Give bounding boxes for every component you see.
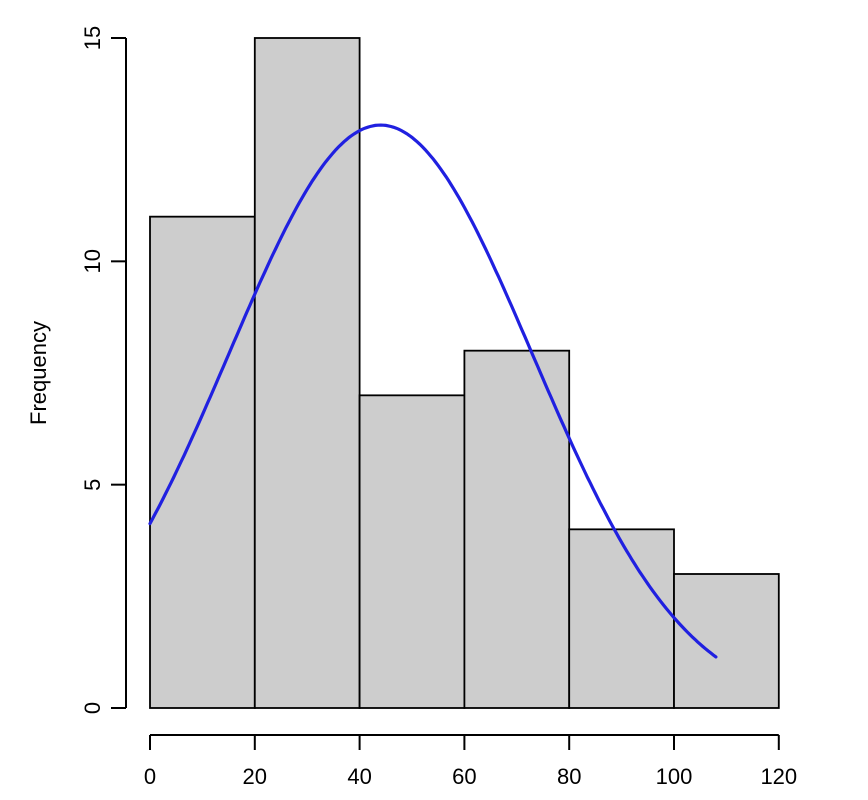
y-axis: 0 5 10 15 — [80, 26, 127, 714]
histogram-bar — [358, 394, 466, 709]
x-tick-label: 0 — [144, 764, 156, 789]
histogram-bar — [673, 573, 780, 709]
y-tick-label: 5 — [80, 479, 105, 491]
histogram-bar — [463, 349, 571, 709]
y-axis-title: Frequency — [26, 321, 51, 425]
y-tick-label: 10 — [80, 249, 105, 273]
x-tick-label: 100 — [656, 764, 693, 789]
x-tick-label: 60 — [452, 764, 476, 789]
x-tick-label: 80 — [557, 764, 581, 789]
histogram-bar — [568, 528, 675, 709]
histogram-bar — [149, 215, 256, 709]
x-axis: 0 20 40 60 80 100 120 — [144, 734, 797, 789]
bars-group — [149, 37, 780, 709]
y-tick-label: 0 — [80, 702, 105, 714]
histogram-bar — [253, 37, 361, 709]
x-tick-label: 40 — [347, 764, 371, 789]
x-tick-label: 20 — [243, 764, 267, 789]
y-tick-label: 15 — [80, 26, 105, 50]
density-curve — [148, 123, 718, 659]
x-tick-label: 120 — [760, 764, 797, 789]
